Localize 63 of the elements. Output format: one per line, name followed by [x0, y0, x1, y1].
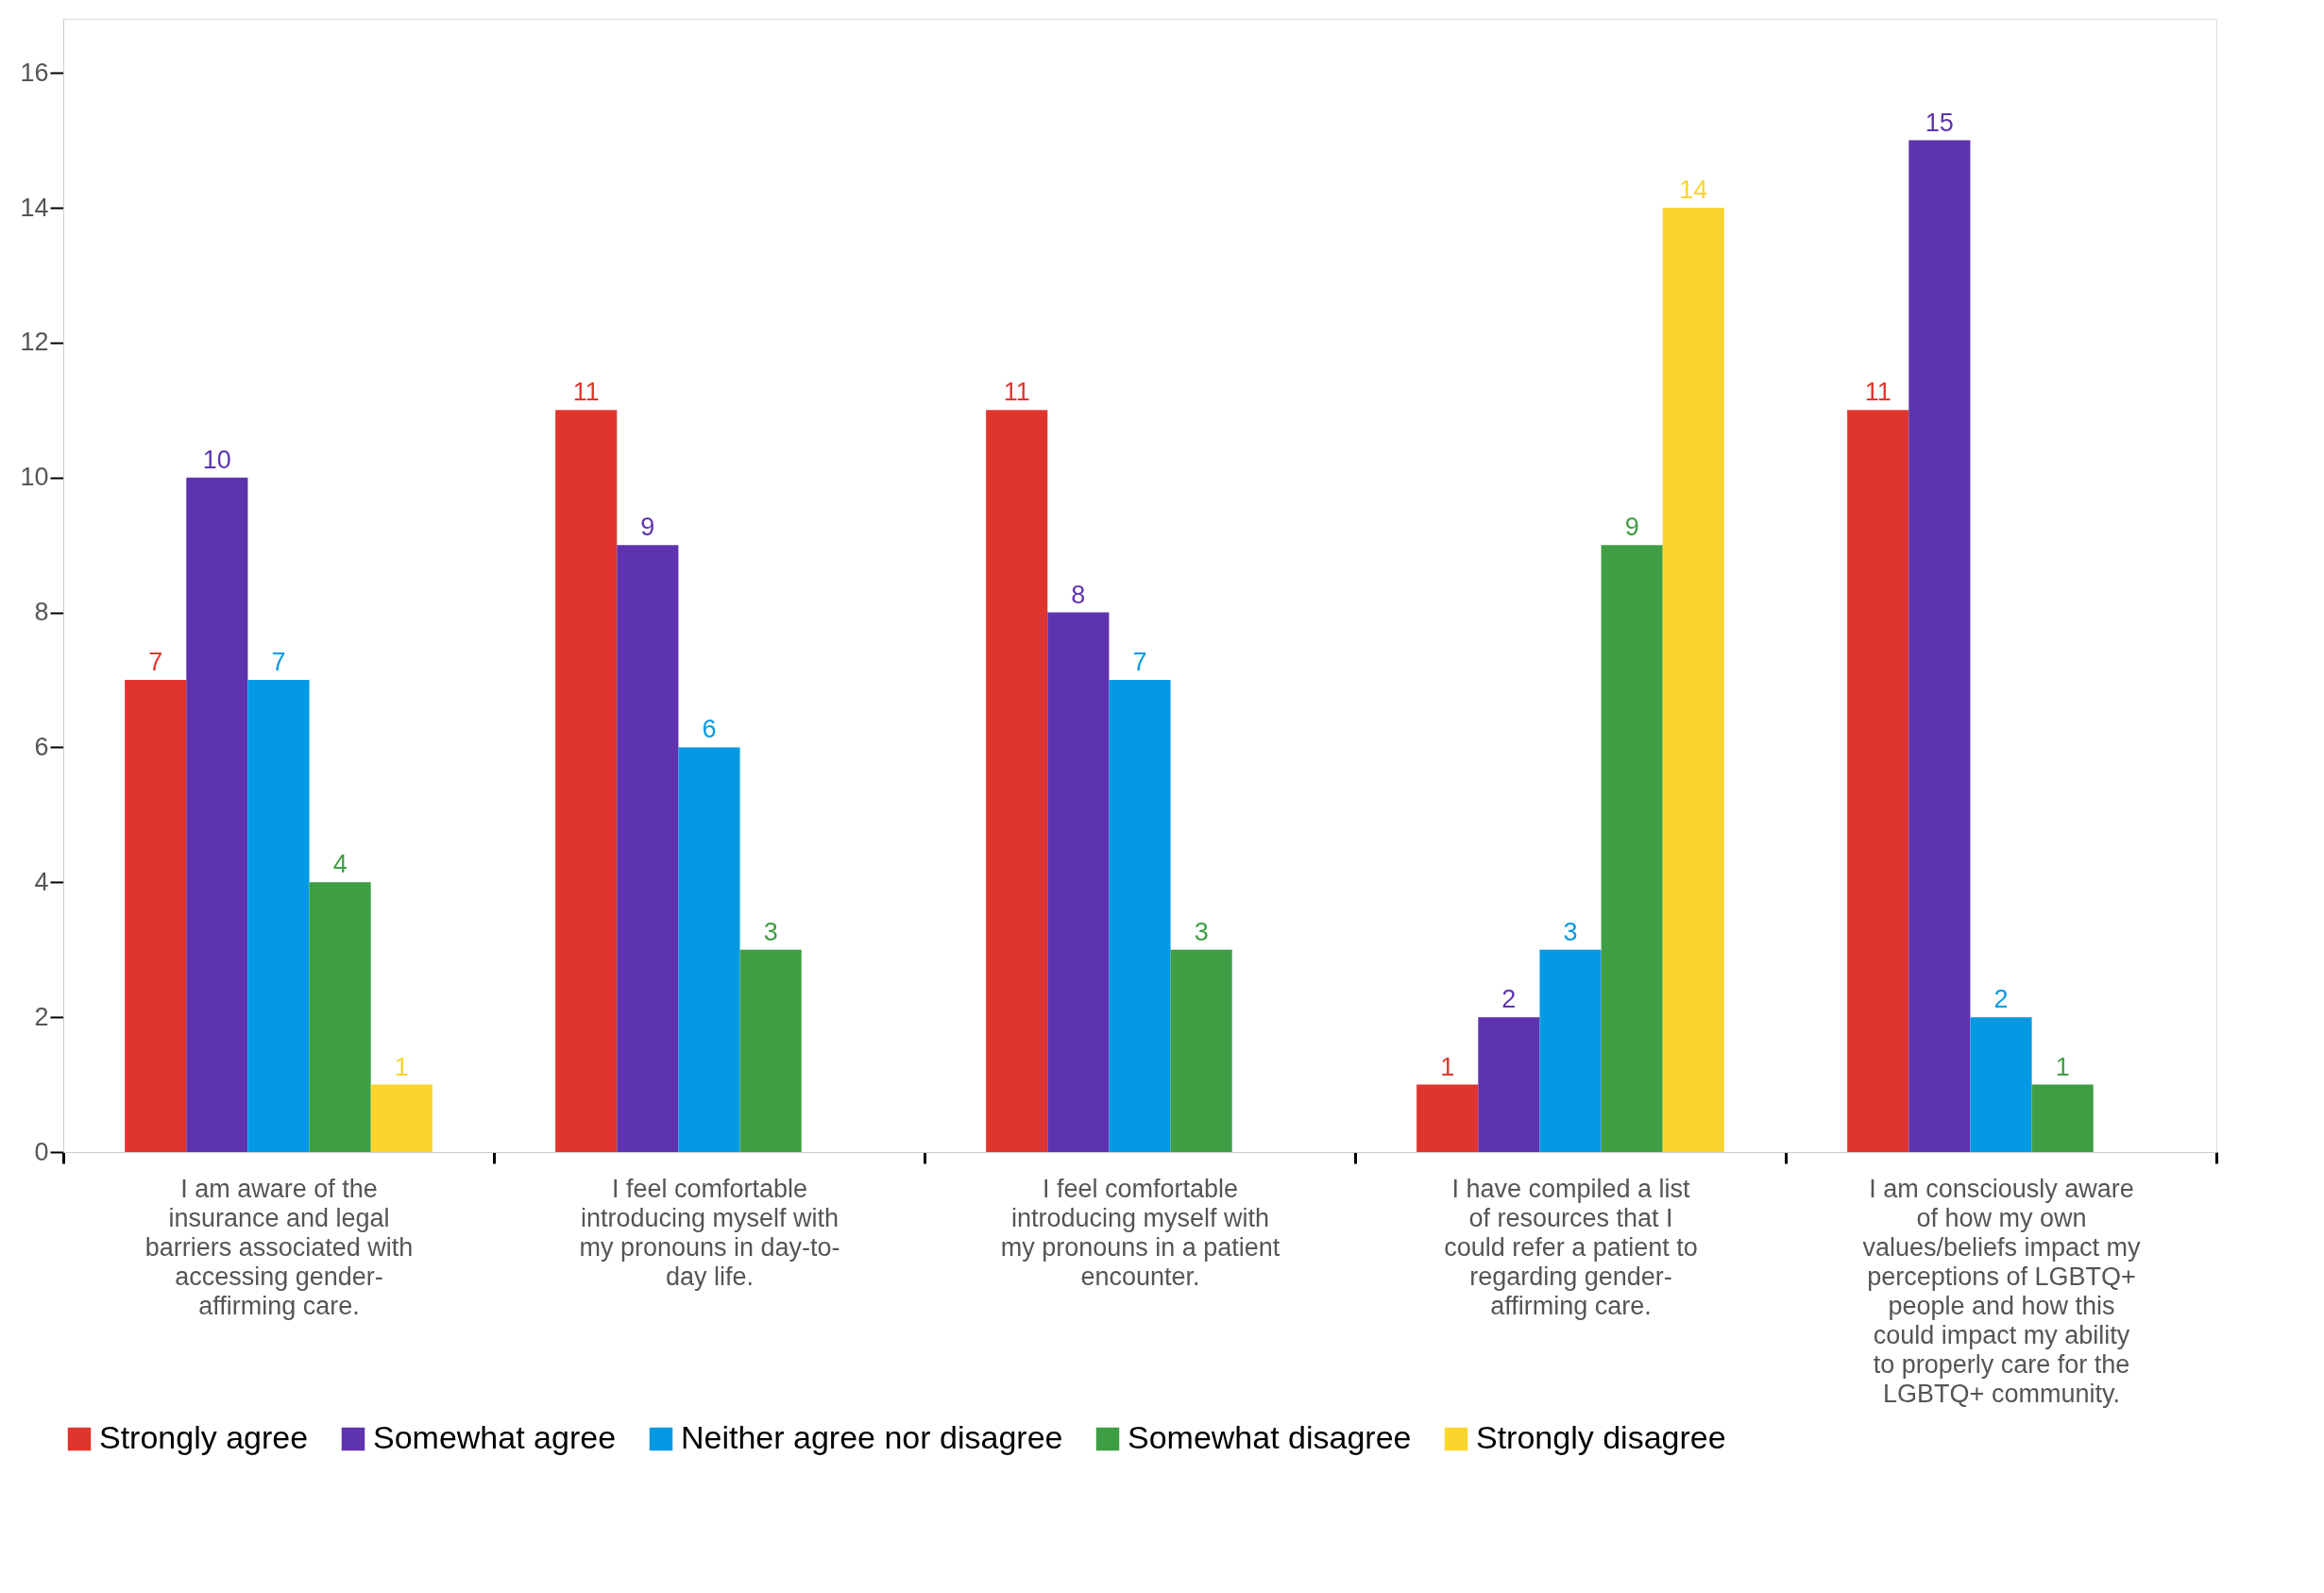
data-label: 9 [640, 513, 655, 542]
data-label: 11 [572, 378, 600, 407]
bar [1847, 410, 1909, 1152]
y-tick-label: 12 [20, 328, 49, 357]
legend-label: Somewhat disagree [1128, 1419, 1412, 1455]
bar [555, 410, 618, 1152]
bar [1047, 612, 1110, 1152]
x-tick-label: I feel comfortable introducing myself with my pronouns in day-to-day life. [579, 1174, 840, 1291]
bar [370, 1084, 433, 1152]
bar [1170, 949, 1232, 1152]
bar [125, 680, 187, 1152]
bar [309, 882, 371, 1152]
x-tick-label: I have compiled a list of resources that I could refer a patient to regarding gender-affirming care. [1444, 1174, 1698, 1320]
data-label: 7 [148, 648, 163, 676]
bar [739, 949, 802, 1152]
data-label: 3 [763, 917, 778, 946]
bar [617, 545, 679, 1152]
bar [1539, 949, 1602, 1152]
y-tick-label: 2 [34, 1002, 49, 1031]
data-label: 11 [1864, 378, 1891, 407]
y-tick-label: 6 [34, 732, 49, 761]
data-label: 15 [1925, 108, 1954, 137]
data-label: 4 [332, 850, 348, 879]
legend-label: Strongly disagree [1476, 1419, 1726, 1455]
bar [1478, 1017, 1540, 1152]
data-label: 2 [1993, 985, 2009, 1014]
bar [247, 680, 310, 1152]
bar [186, 477, 248, 1152]
bar [1970, 1017, 2032, 1152]
y-tick-label: 8 [34, 598, 49, 627]
bar [1109, 680, 1171, 1152]
legend-label: Somewhat agree [373, 1419, 617, 1455]
bar [1908, 140, 1971, 1152]
y-tick-label: 10 [20, 463, 49, 492]
data-label: 1 [2055, 1052, 2070, 1081]
legend-label: Neither agree nor disagree [681, 1419, 1063, 1455]
data-label: 14 [1679, 176, 1708, 204]
x-tick-label: I am aware of the insurance and legal barriers associated with accessing gender-affirming care. [144, 1174, 414, 1320]
y-tick-label: 0 [34, 1137, 49, 1166]
bar [1601, 545, 1663, 1152]
y-tick-label: 14 [20, 193, 49, 222]
x-tick-label: I am consciously aware of how my own values/beliefs impact my perceptions of LGBTQ+ people and how this could impact my ability to properly care for the LGBTQ+ community. [1862, 1174, 2142, 1408]
data-label: 8 [1071, 580, 1086, 609]
x-tick-label: I feel comfortable introducing myself with my pronouns in a patient encounter. [1000, 1174, 1281, 1291]
data-label: 3 [1563, 917, 1578, 946]
bar [678, 747, 740, 1152]
bar [986, 410, 1048, 1152]
data-label: 11 [1003, 378, 1030, 407]
data-label: 3 [1194, 917, 1209, 946]
data-label: 10 [202, 445, 231, 474]
y-tick-label: 4 [34, 867, 49, 896]
data-label: 2 [1501, 985, 1517, 1014]
data-label: 6 [702, 715, 717, 744]
data-label: 9 [1624, 513, 1639, 542]
bar [1416, 1084, 1479, 1152]
data-label: 1 [1440, 1052, 1455, 1081]
legend-label: Strongly agree [99, 1419, 309, 1455]
data-label: 7 [1132, 648, 1147, 676]
bar [2031, 1084, 2094, 1152]
data-label: 1 [394, 1052, 409, 1081]
data-label: 7 [271, 648, 286, 676]
y-tick-label: 16 [20, 58, 49, 87]
bar [1662, 208, 1724, 1152]
